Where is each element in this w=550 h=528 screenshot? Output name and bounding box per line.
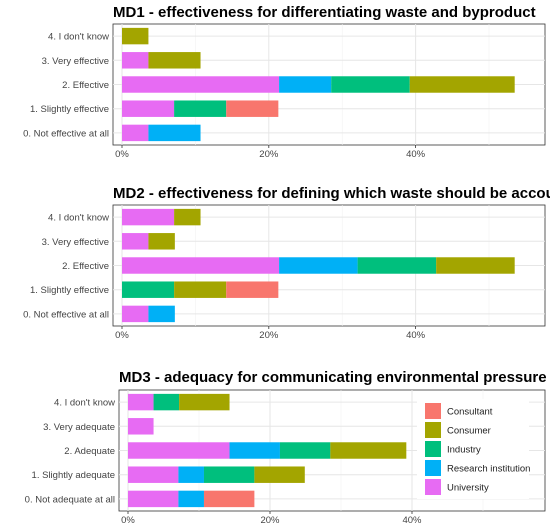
category-label-1-slightly-adequate: 1. Slightly adequate (32, 470, 115, 481)
chart-panel-md2: MD2 - effectiveness for defining which w… (23, 185, 550, 341)
x-tick-label-md1: 20% (259, 149, 279, 160)
category-label-2-effective: 2. Effective (62, 261, 109, 272)
x-tick-label-md1: 40% (406, 149, 426, 160)
legend-label-university: University (447, 483, 489, 494)
legend-swatch-industry (425, 441, 441, 457)
bar-md2-consumer-2 (436, 257, 515, 274)
bar-md3-research-institution-0 (178, 490, 204, 508)
bar-md2-consultant-1 (226, 281, 279, 298)
category-label-2-effective: 2. Effective (62, 80, 109, 91)
bar-md2-consumer-3 (148, 233, 175, 250)
bar-md2-consumer-1 (174, 281, 227, 298)
bar-md3-university-2 (128, 442, 230, 459)
category-label-0-not-effective-at-all: 0. Not effective at all (23, 128, 109, 139)
bar-md3-consultant-0 (203, 490, 255, 508)
bar-md3-university-1 (128, 466, 179, 483)
bar-md1-consumer-2 (409, 76, 515, 93)
x-tick-label-md3: 0% (121, 515, 135, 526)
category-label-4-i-don-t-know: 4. I don't know (48, 32, 109, 43)
bar-md1-research-institution-0 (148, 124, 201, 142)
legend-label-research-institution: Research institution (447, 464, 530, 475)
legend-label-industry: Industry (447, 445, 481, 456)
bar-md1-university-1 (122, 100, 175, 117)
chart-legend: Consultant Consumer Industry Research insti… (417, 399, 530, 499)
bar-md2-university-2 (122, 257, 280, 274)
category-label-4-i-don-t-know: 4. I don't know (48, 213, 109, 224)
category-label-2-adequate: 2. Adequate (64, 446, 115, 457)
x-tick-label-md3: 40% (402, 515, 422, 526)
bar-md2-research-institution-0 (148, 305, 175, 323)
chart-title-md3: MD3 - adequacy for communicating environ… (119, 369, 547, 386)
bar-md2-industry-2 (357, 257, 437, 274)
bar-md1-consultant-1 (226, 100, 279, 117)
legend-label-consultant: Consultant (447, 407, 493, 418)
bar-md3-university-0 (128, 490, 179, 508)
chart-title-md2: MD2 - effectiveness for defining which w… (113, 185, 550, 202)
x-tick-label-md3: 20% (260, 515, 280, 526)
bar-md3-industry-2 (279, 442, 331, 459)
category-label-4-i-don-t-know: 4. I don't know (54, 398, 115, 409)
x-tick-label-md2: 0% (115, 330, 129, 341)
bar-md3-university-3 (128, 418, 154, 435)
bar-md3-research-institution-2 (229, 442, 280, 459)
category-label-3-very-adequate: 3. Very adequate (43, 422, 115, 433)
bar-md3-industry-1 (203, 466, 255, 483)
bar-md2-consumer-4 (174, 208, 201, 226)
bar-md3-consumer-4 (179, 393, 230, 411)
bar-md1-university-3 (122, 52, 149, 69)
x-tick-label-md2: 20% (259, 330, 279, 341)
bar-md2-university-4 (122, 208, 175, 226)
category-label-0-not-effective-at-all: 0. Not effective at all (23, 309, 109, 320)
category-label-3-very-effective: 3. Very effective (42, 237, 109, 248)
bar-md1-industry-2 (331, 76, 410, 93)
category-label-1-slightly-effective: 1. Slightly effective (30, 285, 109, 296)
bar-md1-consumer-3 (148, 52, 201, 69)
category-label-3-very-effective: 3. Very effective (42, 56, 109, 67)
category-label-0-not-adequate-at-all: 0. Not adequate at all (25, 494, 115, 505)
chart-panel-md3: MD3 - adequacy for communicating environ… (25, 369, 547, 526)
bar-md1-university-0 (122, 124, 149, 142)
bar-md2-university-0 (122, 305, 149, 323)
legend-swatch-research-institution (425, 460, 441, 476)
bar-md3-consumer-1 (254, 466, 305, 483)
bar-md1-research-institution-2 (279, 76, 332, 93)
bar-md3-consumer-2 (330, 442, 407, 459)
bar-md3-university-4 (128, 393, 154, 411)
bar-md2-research-institution-2 (279, 257, 358, 274)
bar-md3-industry-4 (153, 393, 180, 411)
bar-md1-industry-1 (174, 100, 227, 117)
bar-md1-consumer-4 (122, 27, 149, 45)
bar-md1-university-2 (122, 76, 280, 93)
x-tick-label-md1: 0% (115, 149, 129, 160)
category-label-1-slightly-effective: 1. Slightly effective (30, 104, 109, 115)
x-tick-label-md2: 40% (406, 330, 426, 341)
legend-label-consumer: Consumer (447, 426, 491, 437)
legend-swatch-consultant (425, 403, 441, 419)
bar-md3-research-institution-1 (178, 466, 204, 483)
legend-swatch-university (425, 479, 441, 495)
chart-title-md1: MD1 - effectiveness for differentiating … (113, 4, 536, 21)
bar-md2-industry-1 (122, 281, 175, 298)
chart-panel-md1: MD1 - effectiveness for differentiating … (23, 4, 546, 160)
bar-md2-university-3 (122, 233, 149, 250)
legend-swatch-consumer (425, 422, 441, 438)
